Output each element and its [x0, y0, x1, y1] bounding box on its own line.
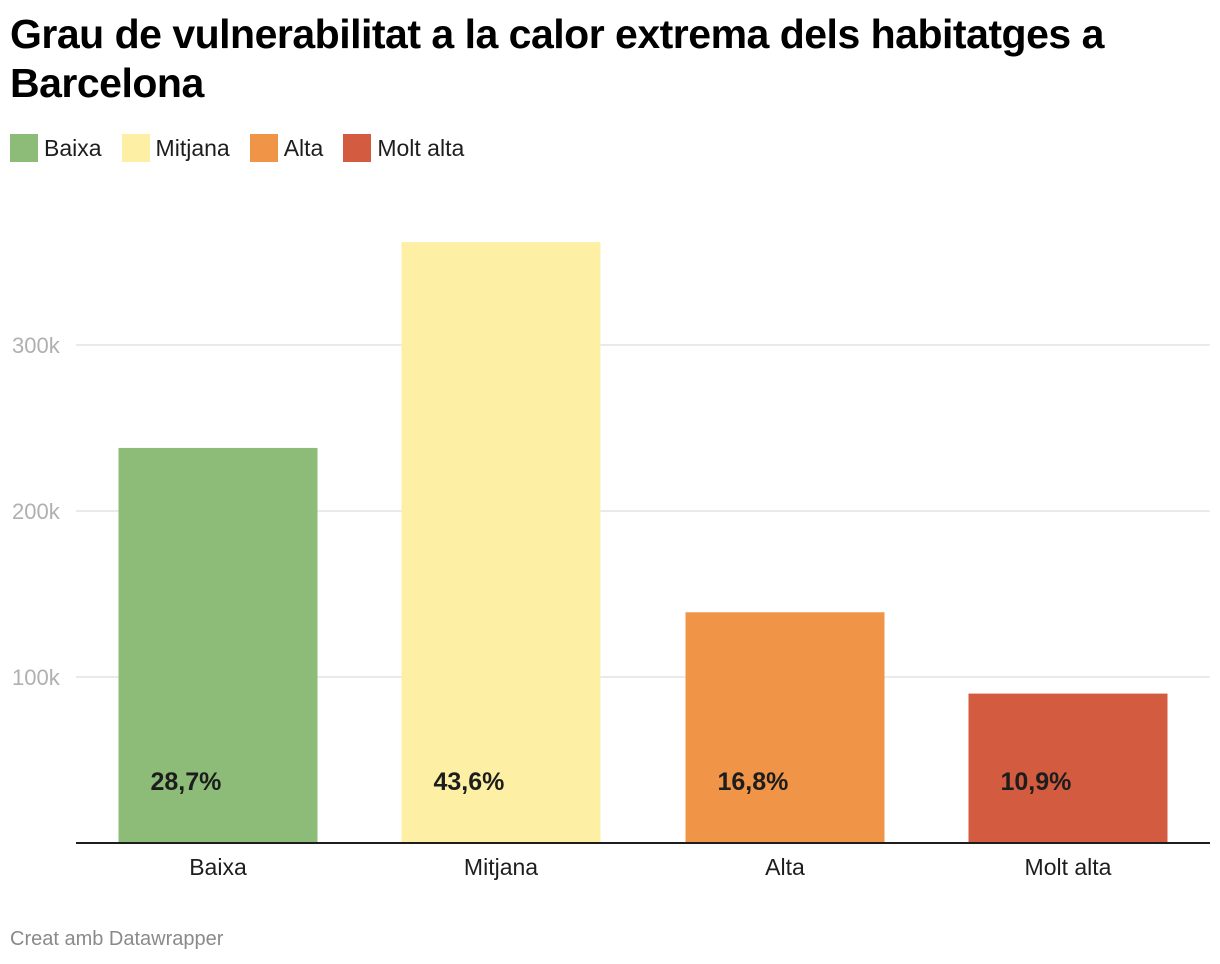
bar-alta	[685, 612, 885, 843]
bar-chart: 100k 200k 300k 28,7% Baixa 43,6% Mitjana 16,8% A…	[12, 242, 1210, 880]
legend: Baixa Mitjana Alta Molt alta	[10, 133, 484, 163]
legend-item-alta: Alta	[249, 134, 324, 162]
data-label-mitjana: 43,6%	[434, 768, 505, 796]
bar-molt-alta	[968, 693, 1168, 843]
x-tick-label-molt-alta: Molt alta	[1025, 854, 1112, 880]
y-tick-label-300k: 300k	[12, 333, 61, 358]
bar-mitjana	[401, 242, 601, 843]
legend-item-molt-alta: Molt alta	[343, 134, 464, 162]
bar-baixa	[118, 447, 318, 843]
y-tick-label-100k: 100k	[12, 665, 61, 690]
legend-item-mitjana: Mitjana	[121, 134, 230, 162]
x-tick-label-mitjana: Mitjana	[464, 854, 538, 880]
legend-swatch-alta	[249, 134, 278, 162]
legend-swatch-molt-alta	[343, 134, 372, 162]
data-label-baixa: 28,7%	[151, 768, 222, 796]
legend-label-alta: Alta	[283, 134, 324, 161]
legend-swatch-baixa	[10, 134, 38, 162]
y-tick-label-200k: 200k	[12, 499, 61, 524]
data-label-alta: 16,8%	[718, 768, 789, 796]
legend-item-baixa: Baixa	[10, 134, 102, 162]
legend-swatch-mitjana	[121, 134, 150, 162]
legend-label-baixa: Baixa	[44, 134, 102, 161]
x-tick-label-baixa: Baixa	[189, 854, 247, 880]
data-label-molt-alta: 10,9%	[1001, 768, 1072, 796]
legend-label-mitjana: Mitjana	[155, 134, 230, 161]
chart-title: Grau de vulnerabilitat a la calor extrem…	[10, 11, 1104, 106]
footer-credit: Creat amb Datawrapper	[10, 928, 224, 950]
x-tick-label-alta: Alta	[765, 854, 805, 880]
legend-label-molt-alta: Molt alta	[377, 134, 465, 161]
